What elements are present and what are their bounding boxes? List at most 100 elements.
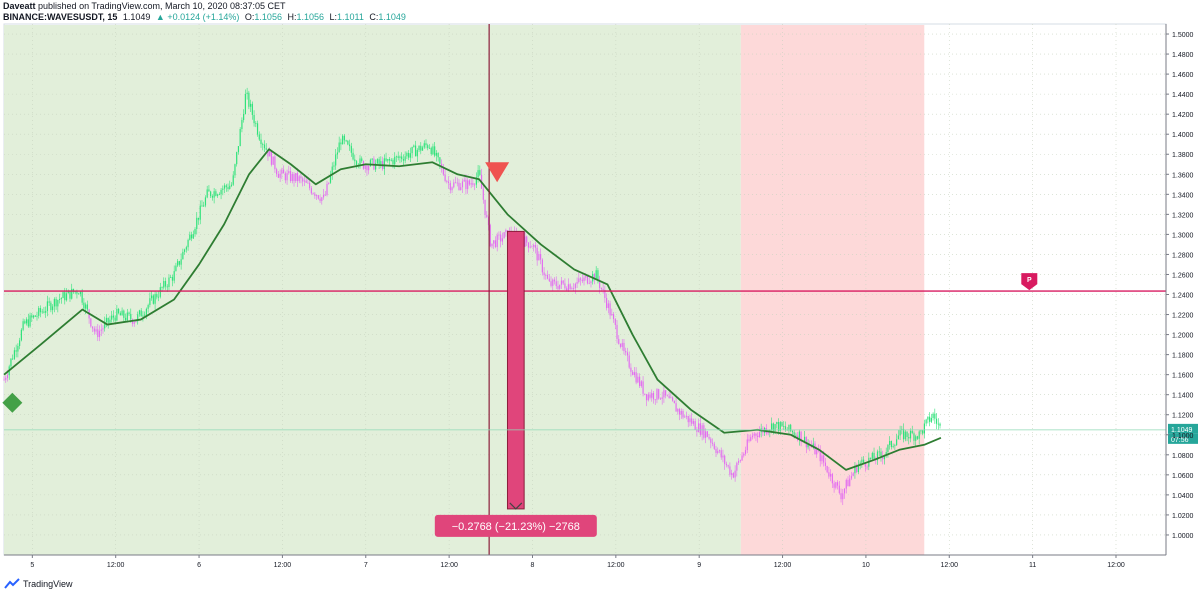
y-tick-label: 1.4600: [1172, 72, 1194, 79]
candle-body: [857, 464, 860, 473]
tradingview-logo[interactable]: TradingView: [4, 578, 73, 590]
pivot-flag[interactable]: [1021, 273, 1038, 291]
candle-body: [52, 306, 54, 311]
candle-body: [546, 274, 549, 279]
candle-body: [258, 134, 260, 140]
candle-body: [13, 350, 16, 359]
price-chart[interactable]: P −0.2768 (−21.23%) −2768 1.1049 07:56 1.50…: [0, 0, 1200, 576]
candle-body: [677, 409, 679, 412]
candle-body: [39, 308, 42, 313]
candle-body: [548, 278, 550, 282]
candle-body: [256, 123, 259, 135]
candle-body: [79, 291, 82, 295]
candle-body: [663, 390, 665, 398]
candle-body: [920, 430, 922, 432]
candle-body: [894, 445, 896, 447]
candle-body: [911, 430, 913, 434]
candle-body: [824, 462, 827, 466]
y-tick-label: 1.0800: [1172, 453, 1194, 460]
candle-body: [265, 148, 267, 150]
y-tick-label: 1.3200: [1172, 212, 1194, 219]
candle-body: [388, 159, 391, 161]
candle-body: [645, 394, 648, 401]
candle-body: [913, 433, 915, 441]
symbol-info: BINANCE:WAVESUSDT, 15 1.1049 ▲ +0.0124 (…: [3, 12, 406, 23]
x-tick-label: 12:00: [1107, 562, 1125, 569]
candle-body: [550, 281, 552, 286]
candle-body: [711, 442, 714, 444]
candle-body: [635, 372, 637, 383]
candle-body: [425, 143, 427, 146]
candle-body: [284, 173, 286, 181]
candle-body: [736, 462, 738, 471]
candle-body: [774, 424, 776, 431]
candle-body: [350, 146, 352, 153]
candle-body: [355, 161, 358, 165]
last-price-label: 1.1049: [1171, 427, 1193, 434]
measure-bar[interactable]: [506, 230, 525, 510]
symbol-name[interactable]: BINANCE:WAVESUSDT, 15: [3, 12, 118, 22]
candle-body: [48, 301, 50, 303]
candle-body: [249, 103, 252, 107]
candle-body: [863, 459, 865, 463]
candle-body: [335, 154, 337, 166]
candle-body: [194, 228, 196, 235]
candle-body: [882, 455, 884, 460]
candle-body: [652, 393, 655, 400]
candle-body: [147, 305, 149, 309]
candle-body: [732, 473, 734, 478]
y-tick-label: 1.3800: [1172, 152, 1194, 159]
candle-body: [524, 236, 526, 247]
candle-body: [560, 280, 563, 285]
y-tick-label: 1.4000: [1172, 132, 1194, 139]
candle-body: [623, 342, 625, 352]
candle-body: [838, 485, 840, 494]
candle-body: [859, 462, 861, 465]
candle-body: [892, 446, 894, 448]
candle-body: [666, 395, 668, 397]
candle-body: [41, 311, 43, 313]
candle-body: [95, 329, 97, 332]
candle-body: [81, 291, 83, 303]
candle-body: [847, 479, 849, 487]
candle-body: [767, 431, 769, 434]
sell-signal-arrow[interactable]: [485, 162, 510, 183]
author-name[interactable]: Daveatt: [3, 1, 36, 11]
y-tick-label: 1.3600: [1172, 172, 1194, 179]
candle-body: [698, 423, 700, 432]
candle-body: [585, 275, 587, 278]
candle-body: [86, 304, 88, 310]
candle-body: [816, 449, 818, 455]
candle-body: [734, 470, 736, 478]
candle-body: [904, 431, 906, 440]
candle-body: [248, 92, 250, 107]
open-label: O:: [244, 12, 255, 22]
candle-body: [135, 321, 137, 323]
candle-body: [263, 144, 266, 149]
candle-body: [34, 315, 36, 317]
candle-body: [557, 286, 559, 289]
candle-body: [569, 284, 571, 290]
candle-body: [348, 144, 351, 147]
candle-body: [22, 321, 24, 330]
buy-signal-diamond[interactable]: [2, 392, 23, 413]
candle-body: [140, 310, 142, 317]
candle-body: [336, 152, 339, 155]
candle-body: [453, 182, 455, 188]
price-change: ▲ +0.0124 (+1.14%): [155, 12, 240, 22]
candle-body: [685, 415, 688, 417]
measure-label-box[interactable]: [434, 514, 597, 537]
candle-body: [586, 275, 589, 284]
candle-body: [383, 158, 385, 170]
candle-body: [267, 149, 269, 157]
candle-body: [371, 158, 373, 160]
candle-body: [777, 422, 780, 432]
published-text: published on TradingView.com, March 10, …: [38, 1, 286, 11]
candle-body: [632, 371, 634, 375]
candle-body: [812, 443, 814, 447]
candle-body: [76, 291, 78, 294]
candle-body: [680, 411, 682, 415]
candle-body: [713, 443, 715, 449]
candle-body: [840, 493, 842, 500]
candle-body: [876, 451, 879, 461]
